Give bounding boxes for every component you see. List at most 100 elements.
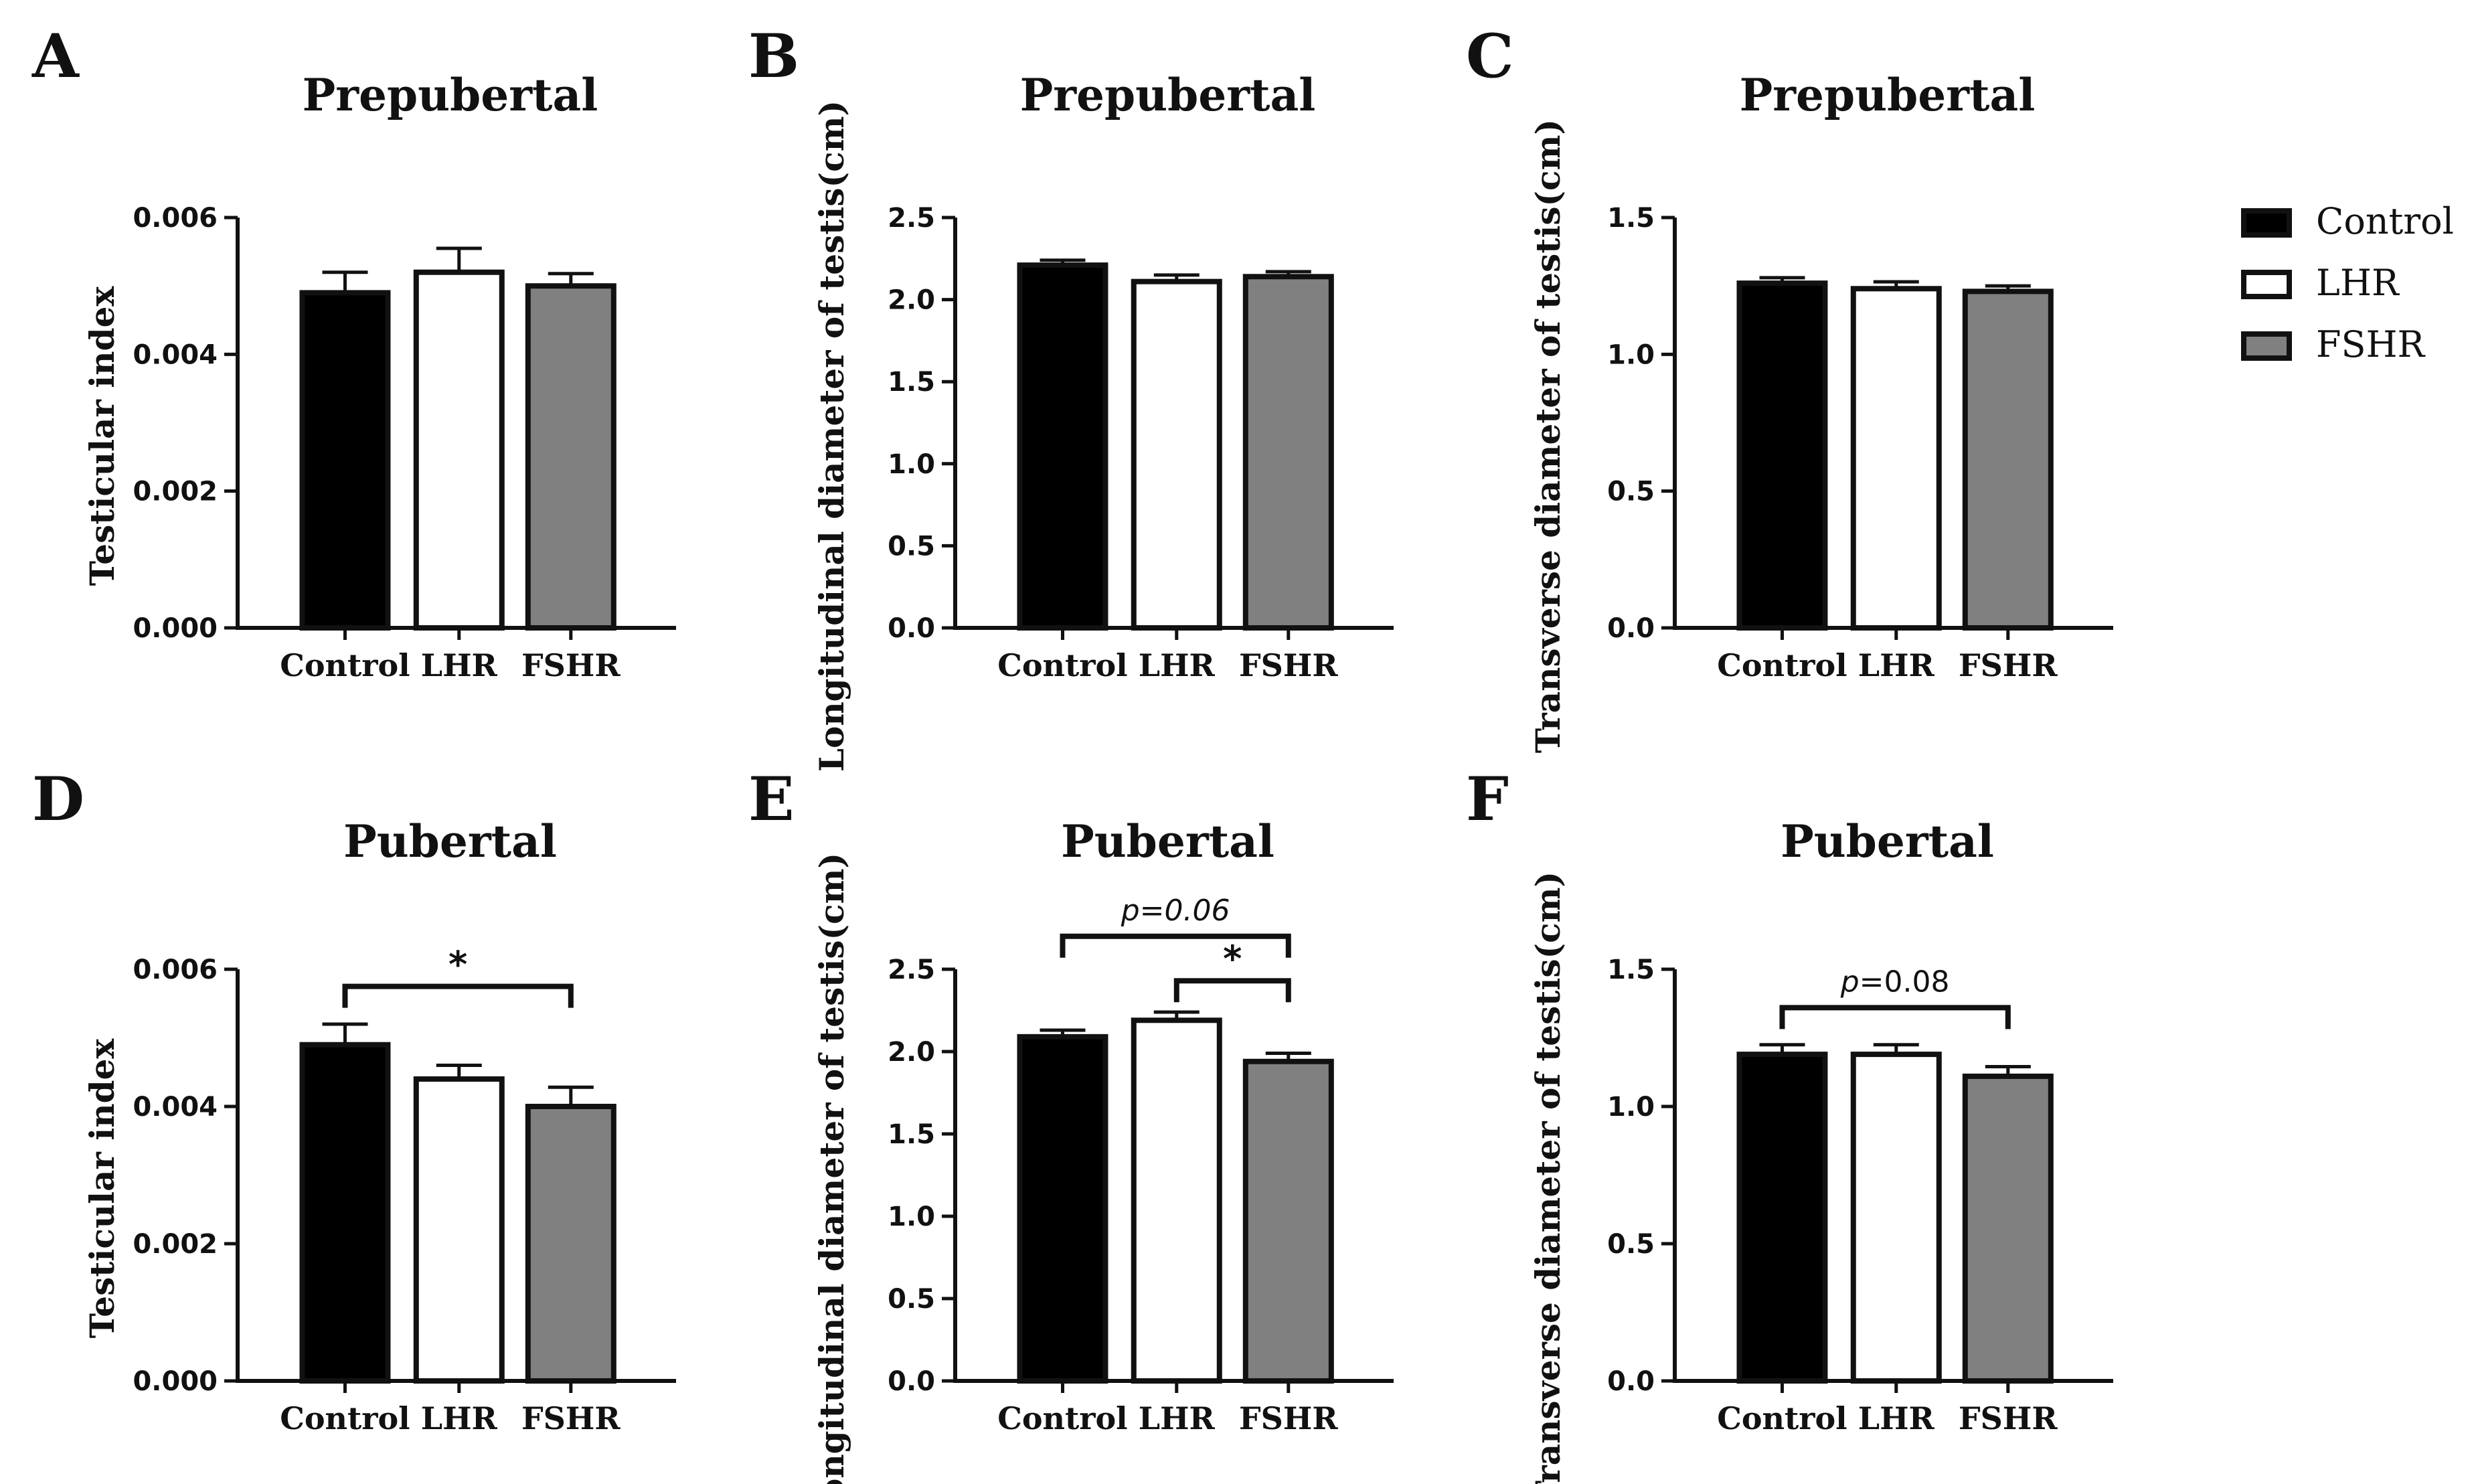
x-tick-label: FSHR: [1239, 1400, 1338, 1436]
panel-title: Pubertal: [1781, 815, 1994, 868]
bar-control: [1017, 262, 1108, 631]
panel-letter: C: [1466, 21, 1514, 92]
x-tick-label: FSHR: [1959, 647, 2058, 683]
x-tick-label: LHR: [1139, 647, 1216, 683]
bar-fshr: [1962, 1073, 2054, 1384]
legend-label: LHR: [2316, 262, 2400, 304]
bar-control: [1736, 280, 1828, 631]
x-tick-label: LHR: [1139, 1400, 1216, 1436]
bar-control: [299, 290, 391, 631]
bar-control: [1017, 1034, 1108, 1384]
bar-lhr: [1850, 286, 1942, 631]
y-tick-label: 2.0: [888, 285, 935, 316]
panel-letter: A: [31, 21, 80, 92]
y-tick-label: 0.5: [1607, 477, 1655, 507]
x-tick-label: FSHR: [521, 1400, 621, 1436]
significance-bracket: [342, 983, 574, 1008]
y-tick-label: 1.5: [888, 1119, 935, 1150]
y-axis-label: Longitudinal diameter of testis(cm): [812, 100, 851, 772]
bar-lhr: [1131, 1017, 1222, 1384]
x-tick-label: Control: [997, 647, 1127, 683]
y-tick-label: 0.002: [133, 1229, 218, 1260]
y-tick-label: 2.5: [888, 955, 935, 985]
bar-fshr: [1242, 1058, 1334, 1384]
y-tick-label: 1.0: [1607, 339, 1655, 370]
bar-fshr: [1242, 274, 1334, 631]
y-tick-label: 0.004: [133, 339, 218, 370]
significance-bracket: [1779, 1005, 2011, 1029]
x-tick-label: Control: [280, 647, 410, 683]
y-tick-label: 0.006: [133, 955, 218, 985]
panel-b: B Prepubertal Longitudinal diameter of tes…: [748, 21, 1394, 772]
bar-fshr: [1962, 288, 2054, 631]
legend-swatch-fshr: [2241, 331, 2292, 361]
y-tick-label: 2.0: [888, 1037, 935, 1068]
x-tick-label: FSHR: [1959, 1400, 2058, 1436]
x-tick-label: LHR: [421, 1400, 498, 1436]
significance-label: *: [448, 944, 467, 986]
panel-letter: B: [748, 21, 799, 92]
y-tick-label: 0.000: [133, 1366, 218, 1397]
y-tick-label: 1.0: [888, 449, 935, 480]
bar-lhr: [413, 269, 505, 631]
legend-label: FSHR: [2316, 323, 2426, 365]
y-tick-label: 0.5: [1607, 1229, 1655, 1260]
y-axis-label: Testicular index: [82, 1038, 122, 1339]
panel-letter: E: [748, 764, 795, 835]
y-tick-label: 0.5: [888, 531, 935, 562]
y-tick-label: 0.004: [133, 1092, 218, 1123]
x-tick-label: LHR: [421, 647, 498, 683]
x-tick-label: FSHR: [521, 647, 621, 683]
y-tick-label: 1.0: [888, 1202, 935, 1232]
x-tick-label: LHR: [1858, 1400, 1935, 1436]
panel-d: D Pubertal Testicular index 0.000 0.002 0.004…: [32, 764, 676, 1436]
y-tick-label: 1.5: [1607, 955, 1655, 985]
bar-control: [299, 1042, 391, 1384]
significance-label: *: [1223, 938, 1242, 980]
bar-lhr: [1131, 278, 1222, 631]
y-axis-label: Transverse diameter of testis(cm): [1528, 872, 1568, 1484]
panel-title: Prepubertal: [1740, 69, 2036, 121]
x-tick-label: Control: [1717, 647, 1847, 683]
panel-title: Pubertal: [343, 815, 557, 868]
legend-swatch-lhr: [2241, 270, 2292, 299]
y-tick-label: 1.5: [888, 367, 935, 398]
y-tick-label: 0.0: [888, 1366, 935, 1397]
y-axis-label: Longitudinal diameter of testis(cm): [812, 853, 851, 1484]
legend-label: Control: [2316, 200, 2454, 242]
y-tick-label: 2.5: [888, 203, 935, 234]
y-tick-label: 0.000: [133, 613, 218, 644]
x-tick-label: Control: [1717, 1400, 1847, 1436]
significance-label: p=0.06: [1121, 894, 1230, 928]
bar-control: [1736, 1052, 1828, 1384]
x-tick-label: LHR: [1858, 647, 1935, 683]
bar-fshr: [525, 1104, 616, 1384]
x-tick-label: FSHR: [1239, 647, 1338, 683]
y-tick-label: 0.006: [133, 203, 218, 234]
significance-bracket: [1173, 978, 1291, 1003]
y-tick-label: 1.0: [1607, 1092, 1655, 1123]
x-tick-label: Control: [997, 1400, 1127, 1436]
panel-title: Prepubertal: [303, 69, 598, 121]
panel-title: Prepubertal: [1020, 69, 1316, 121]
bar-lhr: [413, 1076, 505, 1384]
panel-f: F Pubertal Transverse diameter of testis(c…: [1466, 764, 2113, 1484]
panel-letter: F: [1466, 764, 1509, 835]
panel-a: A Prepubertal Testicular index 0.000 0.002 0.…: [31, 21, 676, 683]
y-tick-label: 0.0: [1607, 1366, 1655, 1397]
y-tick-label: 0.0: [1607, 613, 1655, 644]
panel-letter: D: [32, 764, 84, 835]
panel-title: Pubertal: [1061, 815, 1274, 868]
y-axis-label: Testicular index: [82, 286, 122, 586]
bar-fshr: [525, 283, 616, 631]
significance-bracket: [1060, 933, 1291, 958]
y-axis-label: Transverse diameter of testis(cm): [1528, 119, 1568, 753]
x-tick-label: Control: [280, 1400, 410, 1436]
y-tick-label: 0.002: [133, 477, 218, 507]
significance-label: p=0.08: [1840, 965, 1950, 999]
panel-c: C Prepubertal Transverse diameter of testi…: [1466, 21, 2113, 753]
y-tick-label: 0.5: [888, 1284, 935, 1315]
legend: Control LHR FSHR: [2241, 200, 2454, 365]
bar-lhr: [1850, 1052, 1942, 1384]
